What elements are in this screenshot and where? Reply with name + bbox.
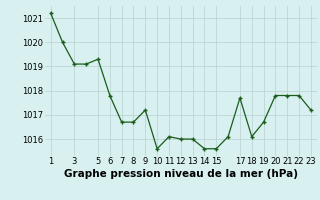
X-axis label: Graphe pression niveau de la mer (hPa): Graphe pression niveau de la mer (hPa) (64, 169, 298, 179)
